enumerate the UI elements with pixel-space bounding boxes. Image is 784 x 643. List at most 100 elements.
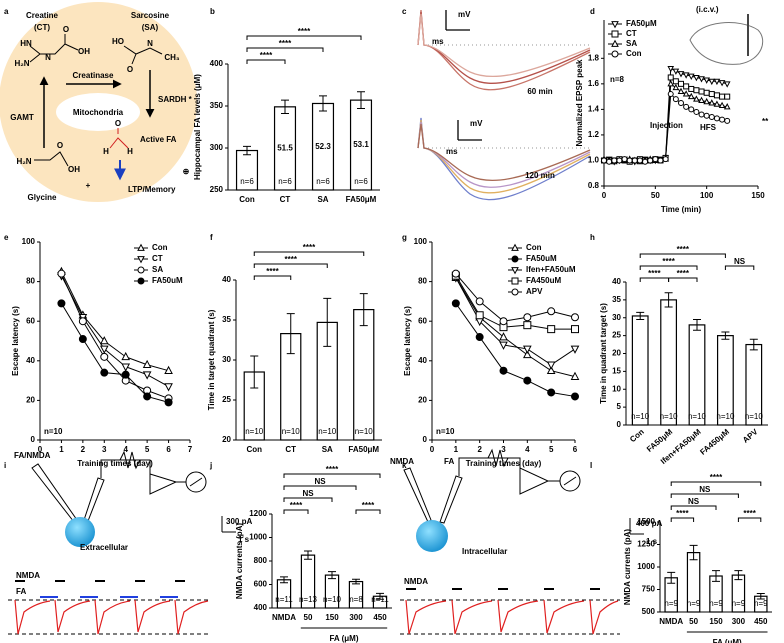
point <box>698 111 705 118</box>
point <box>611 157 618 164</box>
series-line <box>60 275 169 387</box>
legend-marker <box>137 266 145 274</box>
error-bar <box>323 297 332 347</box>
diagram-label: NMDA <box>16 571 40 580</box>
point <box>713 100 721 107</box>
significance-label: NS <box>734 257 746 266</box>
x-tick-label: APV <box>741 427 760 445</box>
bond <box>29 34 79 63</box>
x-tick-label: 50 <box>651 191 660 200</box>
point <box>164 383 173 392</box>
diagram-label: GAMT <box>10 113 34 122</box>
n-label: n=9 <box>754 599 768 608</box>
mouse-sketch <box>689 14 763 65</box>
significance-label: **** <box>260 51 273 60</box>
point <box>523 349 532 359</box>
y-tick-label: 300 <box>210 143 224 152</box>
x-tick-label: 450 <box>373 613 387 622</box>
y-tick-label: 1.4 <box>588 104 600 113</box>
point <box>724 117 731 124</box>
legend-marker <box>611 50 619 58</box>
legend-label: FA50μM <box>626 19 657 28</box>
y-axis-label: Escape latency (s) <box>403 306 412 376</box>
significance-bracket <box>355 509 381 514</box>
point <box>636 157 643 164</box>
point <box>547 307 556 316</box>
diagram-label: 120 min <box>525 171 555 180</box>
panel-label: b <box>210 7 215 16</box>
point <box>718 80 726 87</box>
point <box>451 269 460 278</box>
significance-bracket <box>253 251 365 256</box>
x-tick-label: 5 <box>549 445 554 454</box>
error-bar <box>734 570 743 581</box>
point <box>693 108 700 115</box>
y-tick-label: 400 <box>210 59 224 68</box>
panel-label: i <box>4 461 6 470</box>
panel-label: c <box>402 7 407 16</box>
n-label: n=6 <box>354 177 368 186</box>
significance-label: **** <box>266 267 279 276</box>
legend-marker <box>511 243 519 251</box>
n-label: n=10 <box>688 412 707 421</box>
diagram-label: SARDH * <box>158 95 193 104</box>
diagram-label: mV <box>470 119 483 128</box>
x-tick-label: 1 <box>59 445 64 454</box>
point <box>78 317 87 326</box>
n-label: n=10 <box>323 595 342 604</box>
point <box>121 363 131 372</box>
legend-label: FA450uM <box>526 276 561 285</box>
significance-bracket <box>283 485 357 490</box>
diagram-label: O <box>115 119 121 128</box>
y-tick-label: 1000 <box>249 533 267 542</box>
diagram-label: Creatinase <box>73 71 114 80</box>
diagram-label: OH <box>78 47 90 56</box>
point <box>606 158 613 165</box>
y-tick-label: 1500 <box>637 517 655 526</box>
y-tick-label: 750 <box>642 585 656 594</box>
diagram-label: Extracellular <box>80 543 128 552</box>
x-tick-label: CT <box>280 195 291 204</box>
diagram-label: ms <box>432 37 444 46</box>
x-tick-label: 150 <box>751 191 765 200</box>
diagram-label: Intracellular <box>462 547 507 556</box>
diagram-label: NMDA <box>404 577 428 586</box>
point <box>642 158 649 165</box>
point <box>683 103 690 110</box>
n-label: n=9 <box>709 599 723 608</box>
legend-marker <box>137 277 145 285</box>
point <box>687 92 695 100</box>
y-tick-label: 80 <box>26 277 35 286</box>
meter-needle <box>563 476 577 486</box>
significance-label: **** <box>676 509 689 518</box>
point <box>631 157 638 164</box>
x-tick-label: 4 <box>123 445 128 454</box>
significance-label: **** <box>677 245 690 254</box>
x-tick-label: 2 <box>81 445 86 454</box>
pathway-diagram <box>0 2 197 202</box>
significance-bracket <box>246 35 362 40</box>
legend-label: Con <box>526 243 542 252</box>
bond <box>34 151 69 167</box>
point <box>100 368 109 377</box>
bond <box>123 45 163 65</box>
panel-label: f <box>210 233 213 242</box>
mouse-outline <box>689 22 763 65</box>
significance-label: NS <box>699 485 711 494</box>
y-tick-label: 800 <box>254 556 268 565</box>
significance-bracket <box>253 263 328 268</box>
diagram-label: (CT) <box>34 23 50 32</box>
series-line <box>60 273 169 399</box>
point <box>677 71 685 78</box>
pipette <box>403 467 432 523</box>
diagram-label: HN <box>20 39 32 48</box>
cell <box>65 517 95 547</box>
annotation: n=8 <box>610 75 625 84</box>
n-label: n=9 <box>687 599 701 608</box>
x-tick-label: Con <box>239 195 255 204</box>
meter-needle <box>189 477 203 487</box>
point <box>688 85 695 92</box>
panel-label: j <box>209 461 212 470</box>
x-tick-label: 0 <box>38 445 43 454</box>
significance-label: **** <box>710 473 723 482</box>
